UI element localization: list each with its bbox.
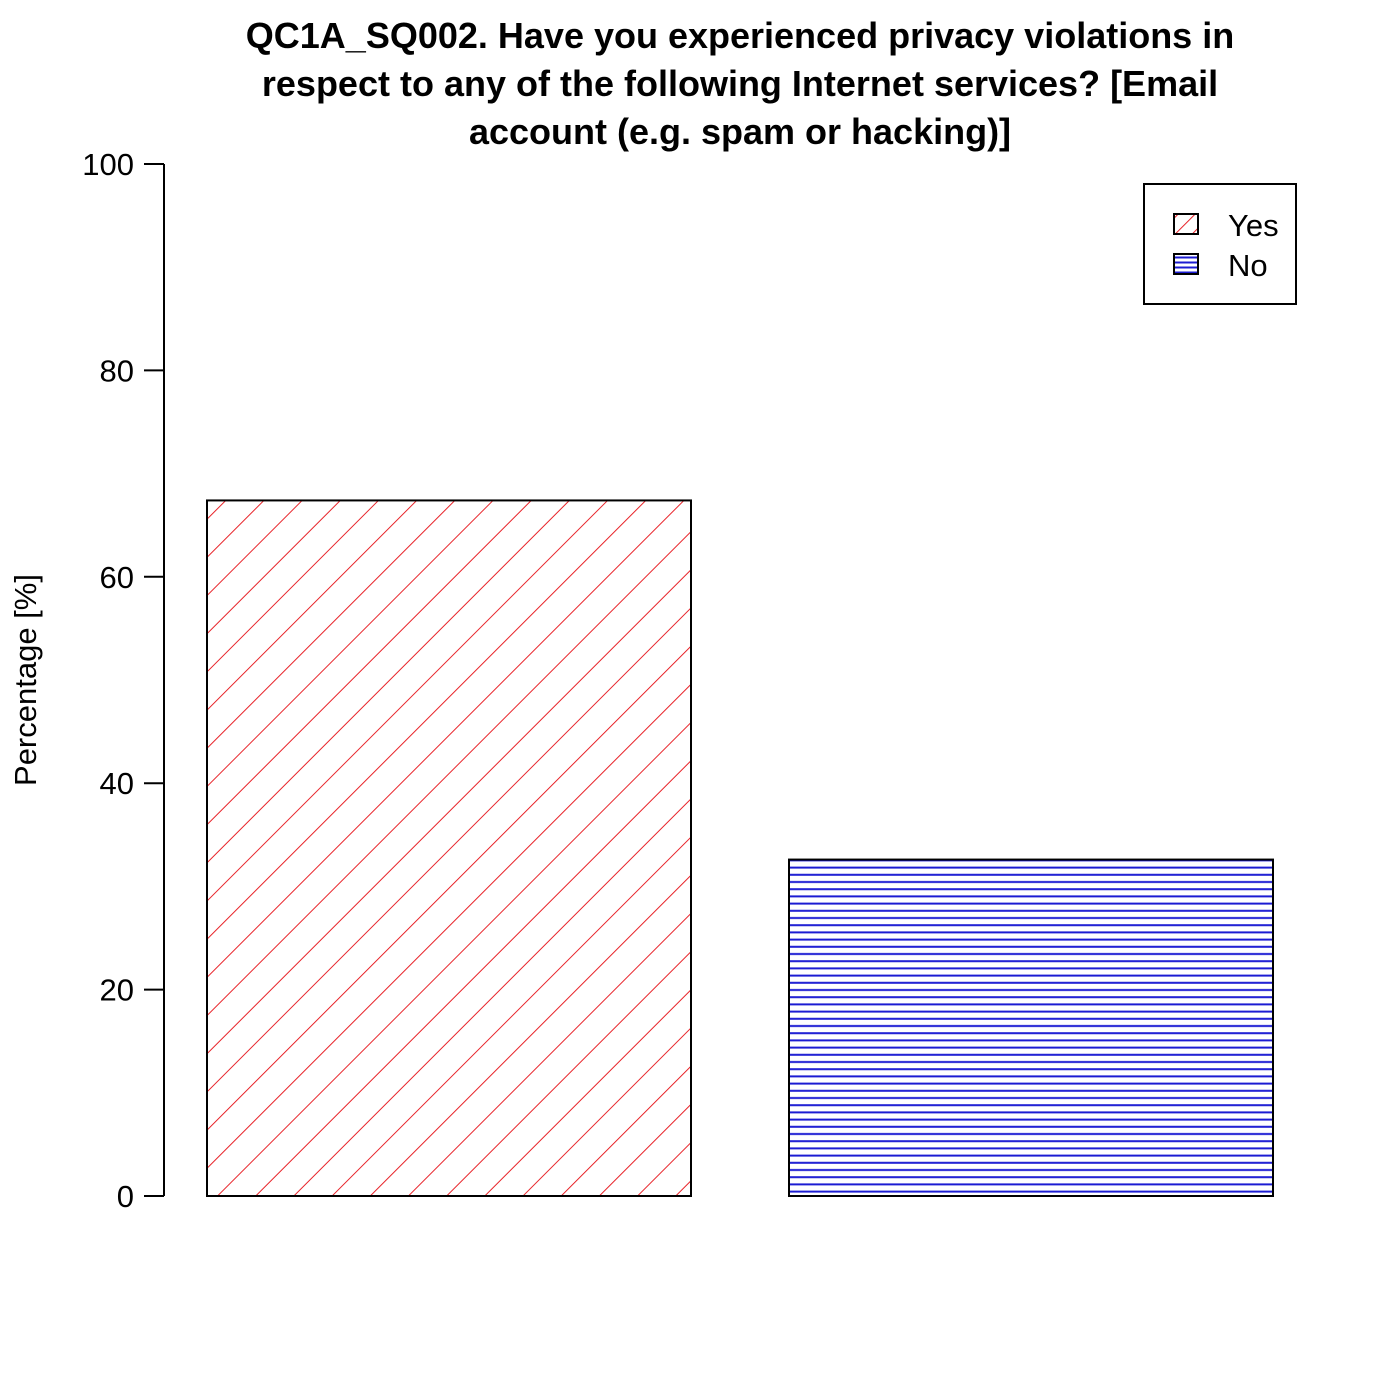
bar-no — [788, 858, 1274, 1197]
bars — [206, 499, 1274, 1197]
chart-title: QC1A_SQ002. Have you experienced privacy… — [246, 15, 1234, 152]
y-tick-label: 80 — [100, 353, 134, 388]
legend: Yes No — [1143, 183, 1297, 305]
legend-label-no: No — [1228, 248, 1268, 283]
legend-swatch-no — [1173, 253, 1199, 275]
y-tick-label: 100 — [82, 147, 134, 182]
legend-box — [1143, 183, 1297, 305]
bar-yes — [206, 499, 692, 1197]
y-axis-label: Percentage [%] — [8, 574, 43, 786]
legend-label-yes: Yes — [1228, 208, 1279, 243]
y-tick-label: 0 — [117, 1179, 134, 1214]
y-tick-label: 60 — [100, 560, 134, 595]
chart-title-line-3: account (e.g. spam or hacking)] — [469, 111, 1011, 152]
y-axis: 0 20 40 60 80 100 — [82, 147, 165, 1214]
y-tick-label: 40 — [100, 766, 134, 801]
chart-title-line-2: respect to any of the following Internet… — [262, 63, 1218, 104]
chart-title-line-1: QC1A_SQ002. Have you experienced privacy… — [246, 15, 1234, 56]
legend-swatch-yes — [1173, 213, 1199, 235]
y-tick-label: 20 — [100, 973, 134, 1008]
